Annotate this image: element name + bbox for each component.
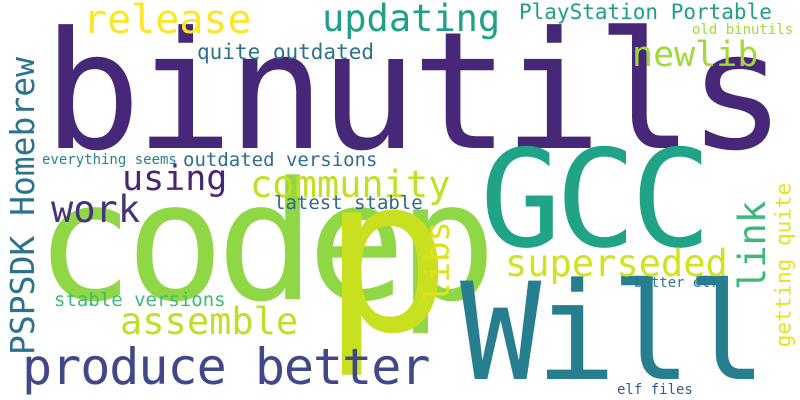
word-everything-seems: everything seems: [42, 152, 177, 168]
word-codep: codep: [35, 147, 497, 338]
word-latest-stable: latest stable: [274, 192, 423, 214]
word-p: p: [322, 130, 452, 381]
word-release: release: [83, 0, 252, 43]
word-getting-quite: getting quite: [771, 182, 796, 348]
word-community: community: [250, 163, 451, 206]
word-updating: updating: [322, 0, 501, 40]
word-pspsdk-homebrew: PSPSDK Homebrew: [3, 56, 42, 355]
word-playstation-portable: PlayStation Portable: [519, 0, 772, 24]
word-superseded: superseded: [505, 242, 728, 285]
word-better-elf: better elf: [634, 275, 719, 291]
word-assemble: assemble: [120, 300, 299, 343]
word-produce-better: produce better: [22, 338, 430, 396]
word-will: Will: [460, 254, 767, 400]
word-old-binutils: old binutils: [692, 22, 794, 38]
word-quite-outdated: quite outdated: [197, 40, 375, 64]
word-work: work: [51, 188, 141, 231]
word-using: using: [122, 159, 228, 199]
word-gcc: GCC: [480, 121, 712, 278]
word-newlib: newlib: [632, 35, 759, 75]
word-elf-files: elf files: [617, 382, 693, 398]
word-libs: libs: [418, 221, 458, 303]
word-outdated-versions: outdated versions: [183, 149, 378, 171]
word-binutils: binutils: [43, 0, 786, 187]
word-stable-versions: stable versions: [54, 289, 226, 311]
word-link: link: [731, 200, 774, 290]
